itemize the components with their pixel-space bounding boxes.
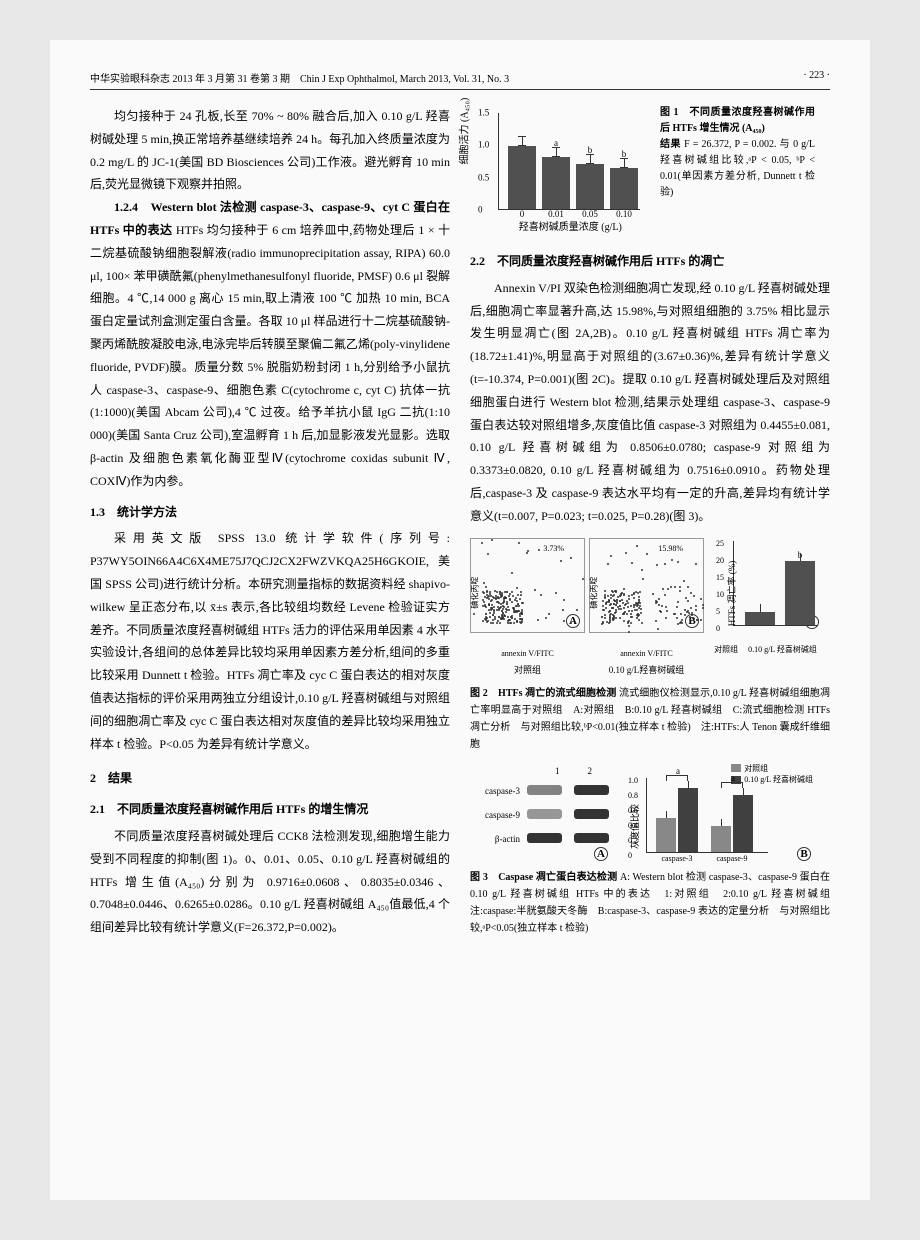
figure-2-title: 图 2 HTFs 凋亡的流式细胞检测 — [470, 688, 616, 699]
figure-3-title: 图 3 Caspase 凋亡蛋白表达检测 — [470, 872, 617, 883]
figure-3-caption: 图 3 Caspase 凋亡蛋白表达检测 A: Western blot 检测 … — [470, 869, 830, 937]
blot-row-actin: β-actin — [470, 828, 610, 852]
paragraph: 均匀接种于 24 孔板,长至 70% ~ 80% 融合后,加入 0.10 g/L… — [90, 105, 450, 196]
figure-3-legend: 对照组 0.10 g/L 羟喜树碱组 — [731, 763, 813, 785]
figure-2-caption: 图 2 HTFs 凋亡的流式细胞检测 流式细胞仪检测显示,0.10 g/L 羟喜… — [470, 685, 830, 753]
left-column: 均匀接种于 24 孔板,长至 70% ~ 80% 融合后,加入 0.10 g/L… — [90, 105, 450, 947]
figure-2-panels: 3.73% A 碘化丙啶 15.98% B 碘化丙啶 C 0510152025H… — [470, 538, 830, 643]
figure-1-caption-text: F = 26.372, P = 0.002. 与 0 g/L 羟喜树碱组比较,ᵃ… — [660, 139, 815, 198]
page: 中华实验眼科杂志 2013 年 3 月第 31 卷第 3 期 Chin J Ex… — [50, 40, 870, 1200]
panel-tag-a: A — [594, 847, 608, 861]
panel-c-legend-labels: 对照组 0.10 g/L 羟喜树碱组 — [708, 645, 823, 679]
panel-b-pct: 15.98% — [658, 541, 683, 556]
figure-1-chart: 细胞活力 (A₄₅₀) 羟喜树碱质量浓度 (g/L) 00.51.01.50a0… — [470, 105, 650, 235]
panel-tag-b: B — [797, 847, 811, 861]
section-2-1-title: 2.1 不同质量浓度羟喜树碱作用后 HTFs 的增生情况 — [90, 798, 450, 821]
running-header: 中华实验眼科杂志 2013 年 3 月第 31 卷第 3 期 Chin J Ex… — [90, 70, 830, 90]
section-body: HTFs 均匀接种于 6 cm 培养皿中,药物处理后 1 × 十二烷基硫酸钠细胞… — [90, 223, 450, 488]
results-label: 结果 — [660, 139, 681, 150]
header-left: 中华实验眼科杂志 2013 年 3 月第 31 卷第 3 期 Chin J Ex… — [90, 70, 509, 85]
figure-1-title: 图 1 不同质量浓度羟喜树碱作用后 HTFs 增生情况 (A₄₅₀) — [660, 107, 815, 134]
figure-3-panel-a: 1 2 caspase-3 caspase-9 β-actin — [470, 763, 610, 863]
y-axis-label: 细胞活力 (A₄₅₀) — [456, 98, 475, 165]
right-column: 细胞活力 (A₄₅₀) 羟喜树碱质量浓度 (g/L) 00.51.01.50a0… — [470, 105, 830, 947]
section-1-2-4: 1.2.4 Western blot 法检测 caspase-3、caspase… — [90, 196, 450, 492]
section-2-title: 2 结果 — [90, 767, 450, 790]
x-axis-label: 羟喜树碱质量浓度 (g/L) — [519, 218, 622, 237]
blot-row-caspase3: caspase-3 — [470, 780, 610, 804]
figure-2-panel-c: C 0510152025HTFs 凋亡率 (%)b — [708, 538, 823, 633]
figure-1-caption: 图 1 不同质量浓度羟喜树碱作用后 HTFs 增生情况 (A₄₅₀) 结果 F … — [660, 105, 815, 235]
section-2-2-title: 2.2 不同质量浓度羟喜树碱作用后 HTFs 的凋亡 — [470, 250, 830, 273]
lane-1: 1 — [555, 763, 560, 780]
figure-2-panel-b: 15.98% B 碘化丙啶 — [589, 538, 704, 633]
figure-3-panels: 1 2 caspase-3 caspase-9 β-actin — [470, 763, 830, 863]
figure-3: 1 2 caspase-3 caspase-9 β-actin — [470, 763, 830, 937]
panel-a-xlabel: annexin V/FITC 对照组 — [470, 645, 585, 679]
page-number: · 223 · — [803, 70, 830, 85]
section-1-3-title: 1.3 统计学方法 — [90, 501, 450, 524]
y-axis — [498, 113, 499, 210]
lane-2: 2 — [588, 763, 593, 780]
panel-a-pct: 3.73% — [543, 541, 564, 556]
content-columns: 均匀接种于 24 孔板,长至 70% ~ 80% 融合后,加入 0.10 g/L… — [90, 105, 830, 947]
figure-2-xlabels: annexin V/FITC 对照组 annexin V/FITC 0.10 g… — [470, 645, 830, 679]
figure-2: 3.73% A 碘化丙啶 15.98% B 碘化丙啶 C 0510152025H… — [470, 538, 830, 753]
section-2-2-body: Annexin V/PI 双染色检测细胞凋亡发现,经 0.10 g/L 羟喜树碱… — [470, 277, 830, 528]
blot-row-caspase9: caspase-9 — [470, 804, 610, 828]
panel-tag-a: A — [566, 614, 580, 628]
section-1-3-body: 采用英文版 SPSS 13.0 统计学软件(序列号: P37WY5OIN66A4… — [90, 527, 450, 755]
section-2-1-body: 不同质量浓度羟喜树碱处理后 CCK8 法检测发现,细胞增生能力受到不同程度的抑制… — [90, 825, 450, 939]
figure-2-panel-a: 3.73% A 碘化丙啶 — [470, 538, 585, 633]
figure-3-panel-b: 对照组 0.10 g/L 羟喜树碱组 B 00.20.40.60.81.0灰度值… — [618, 763, 813, 863]
panel-b-xlabel: annexin V/FITC 0.10 g/L羟喜树碱组 — [589, 645, 704, 679]
figure-1: 细胞活力 (A₄₅₀) 羟喜树碱质量浓度 (g/L) 00.51.01.50a0… — [470, 105, 830, 235]
